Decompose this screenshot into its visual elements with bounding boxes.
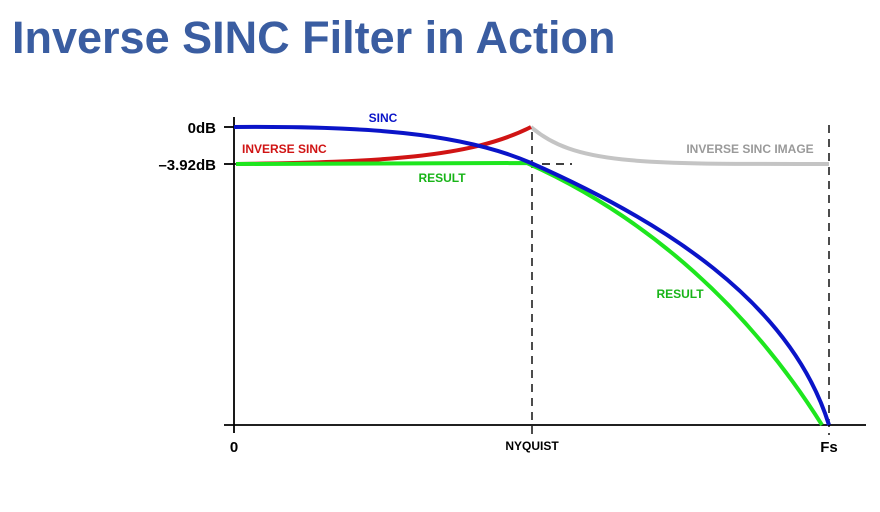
result-label-lower: RESULT	[656, 287, 704, 301]
x-label-fs: Fs	[820, 439, 838, 456]
result-label-upper: RESULT	[418, 171, 466, 185]
y-label-0db: 0dB	[188, 120, 217, 137]
page-title: Inverse SINC Filter in Action	[12, 12, 616, 63]
inverse-sinc-label: INVERSE SINC	[242, 142, 327, 156]
result-curve	[235, 160, 824, 427]
inverse-sinc-image-label: INVERSE SINC IMAGE	[686, 142, 813, 156]
sinc-label: SINC	[369, 111, 398, 125]
inverse-sinc-image-curve	[529, 125, 830, 167]
y-label-392db: –3.92dB	[158, 157, 216, 174]
x-label-zero: 0	[230, 439, 238, 456]
sinc-curve	[233, 124, 831, 426]
x-label-nyquist: NYQUIST	[505, 439, 559, 453]
